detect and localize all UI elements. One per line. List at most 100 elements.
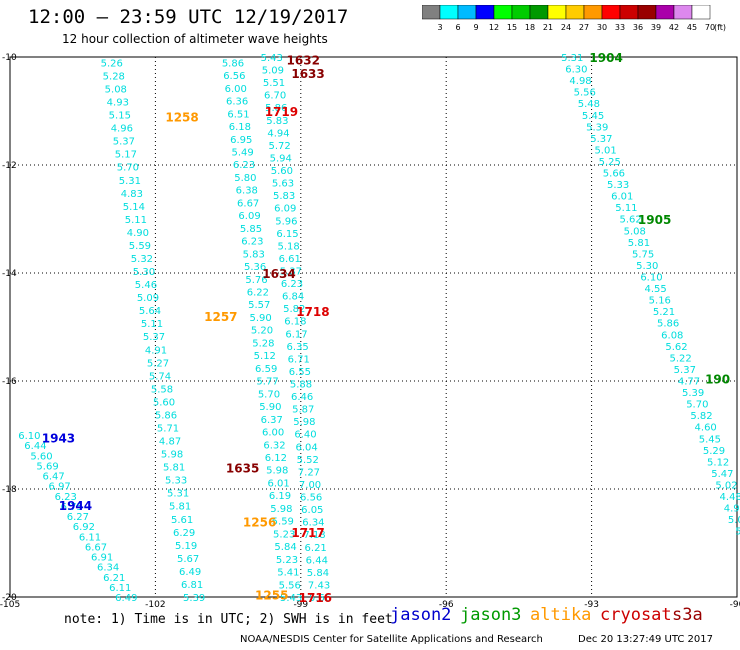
wave-height-value: 6.18 (284, 317, 306, 328)
wave-height-value: 5.31 (167, 489, 189, 500)
wave-height-value: 7.43 (308, 580, 330, 591)
colorbar-label: 42 (669, 23, 679, 32)
wave-height-value: 7.18 (303, 530, 325, 541)
wave-height-value: 6.75 (61, 502, 83, 513)
wave-height-value: 5.19 (175, 541, 197, 552)
wave-height-value: 5.17 (115, 150, 137, 161)
wave-height-value: 5.59 (129, 241, 151, 252)
wave-height-value: 4.60 (695, 423, 717, 434)
wave-height-value: 6.15 (276, 229, 298, 240)
pass-time-label: 1943 (42, 432, 75, 446)
legend-cryosat: cryosat (600, 605, 672, 625)
wave-height-value: 6.23 (233, 160, 255, 171)
wave-height-value: 5.84 (274, 542, 296, 553)
wave-height-value: 5.25 (599, 157, 621, 168)
pass-time-label: 1944 (59, 499, 92, 513)
lat-tick-label: -10 (2, 53, 17, 63)
wave-height-value: 5.70 (117, 163, 139, 174)
wave-height-value: 6.12 (265, 453, 287, 464)
wave-height-value: 5.39 (682, 388, 704, 399)
legend-altika: altika (530, 605, 592, 625)
wave-height-value: 6.34 (97, 563, 119, 574)
wave-height-value: 5.08 (105, 84, 127, 95)
wave-height-value: 5.67 (177, 554, 199, 565)
wave-height-value: 5.31 (119, 176, 141, 187)
wave-height-value: 5.52 (297, 455, 319, 466)
wave-height-value: 5.43 (280, 593, 302, 604)
wave-height-value: 6.56 (300, 493, 322, 504)
wave-height-value: 5.60 (271, 166, 293, 177)
wave-height-value: 5.33 (165, 476, 187, 487)
wave-height-value: 5.56 (309, 593, 331, 604)
wave-height-value: 5.43 (261, 53, 283, 64)
wave-height-value: 4.87 (159, 437, 181, 448)
lon-tick-label: -93 (584, 600, 599, 610)
colorbar-label: 27 (579, 23, 589, 32)
wave-height-value: 6.37 (261, 415, 283, 426)
wave-height-value: 5.09 (137, 293, 159, 304)
wave-height-value: 4.55 (644, 284, 666, 295)
wave-height-value: 6.44 (24, 441, 46, 452)
wave-height-value: 5.46 (135, 280, 157, 291)
wave-height-value: 6.38 (236, 186, 258, 197)
legend-jason2: jason2 (390, 605, 452, 625)
wave-height-value: 5.33 (607, 180, 629, 191)
wave-height-value: 5.16 (649, 296, 671, 307)
wave-height-value: 5.56 (279, 580, 301, 591)
wave-height-value: 5.11 (615, 203, 637, 214)
wave-height-value: 5.86 (222, 58, 244, 69)
wave-height-value: 5.66 (603, 169, 625, 180)
wave-height-value: 6.04 (296, 442, 318, 453)
wave-height-value: 5.2 (735, 527, 740, 538)
lon-tick-label: -99 (293, 600, 308, 610)
wave-height-value: 5.39 (183, 593, 205, 604)
wave-height-value: 5.01 (594, 145, 616, 156)
wave-height-value: 5.64 (139, 306, 161, 317)
wave-height-value: 5.11 (125, 215, 147, 226)
wave-height-value: 5.81 (628, 238, 650, 249)
wave-height-value: 5.11 (141, 319, 163, 330)
pass-time-label: 1256 (243, 515, 276, 529)
colorbar-label: 39 (651, 23, 661, 32)
wave-height-value: 5.20 (251, 326, 273, 337)
wave-height-value: 6.18 (229, 122, 251, 133)
lon-tick-label: -102 (145, 600, 165, 610)
pass-time-label: 1718 (296, 305, 329, 319)
wave-height-value: 5.94 (270, 153, 292, 164)
pass-time-label: 1632 (287, 54, 320, 68)
wave-height-value: 5.98 (266, 466, 288, 477)
wave-height-value: 4.98 (569, 76, 591, 87)
colorbar-label: 45 (687, 23, 697, 32)
wave-height-value: 5.32 (131, 254, 153, 265)
wave-height-value: 6.71 (288, 354, 310, 365)
lat-tick-label: -12 (2, 161, 17, 171)
wave-height-value: 4.96 (111, 124, 133, 135)
wave-height-value: 5.48 (578, 99, 600, 110)
wave-height-value: 6.17 (285, 329, 307, 340)
wave-height-value: 5.60 (30, 451, 52, 462)
wave-height-value: 6.08 (661, 330, 683, 341)
pass-time-label: 1719 (265, 105, 298, 119)
pass-time-label: 1258 (165, 110, 198, 124)
wave-height-value: 4.92 (724, 504, 740, 515)
wave-height-value: 6.11 (79, 532, 101, 543)
wave-height-value: 5.27 (147, 358, 169, 369)
wave-height-value: 6.30 (565, 65, 587, 76)
wave-height-value: 5.12 (254, 351, 276, 362)
wave-height-value: 6.01 (268, 478, 290, 489)
pass-time-label: 1904 (589, 51, 622, 65)
wave-height-value: 5.23 (276, 555, 298, 566)
colorbar-label: 6 (455, 23, 460, 32)
pass-time-label: 1716 (299, 591, 332, 605)
wave-height-value: 5.58 (151, 384, 173, 395)
wave-height-value: 5.56 (574, 88, 596, 99)
wave-height-value: 5.08 (624, 226, 646, 237)
wave-height-value: 4.94 (267, 128, 289, 139)
wave-height-value: 5.62 (619, 215, 641, 226)
colorbar-label: 21 (543, 23, 553, 32)
wave-height-value: 6.67 (237, 198, 259, 209)
lat-tick-label: -16 (2, 377, 17, 387)
wave-height-value: 6.59 (255, 364, 277, 375)
wave-height-value: 5.61 (171, 515, 193, 526)
wave-height-value: 5.83 (243, 249, 265, 260)
